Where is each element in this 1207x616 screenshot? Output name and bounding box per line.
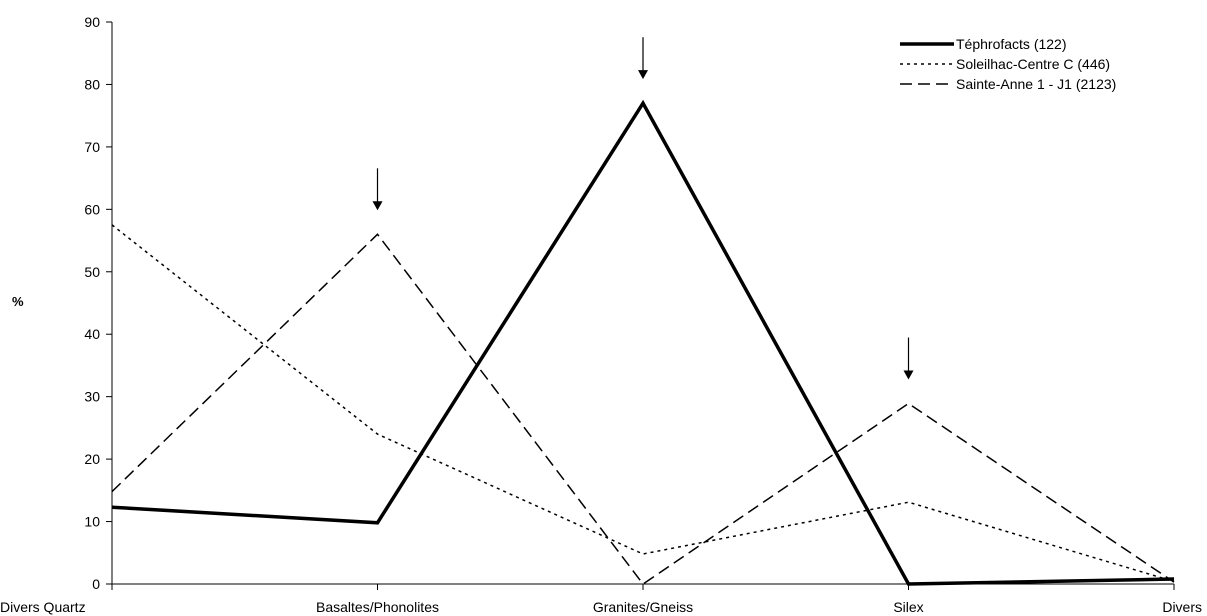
x-tick-label-basaltes-phonolites: Basaltes/Phonolites xyxy=(316,599,439,615)
data-point-sainte-anne-1-j1-2123-silex xyxy=(908,403,909,404)
data-point-t-phrofacts-122-silex xyxy=(908,584,909,585)
series-line-t-phrofacts-122 xyxy=(111,99,1175,586)
data-point-t-phrofacts-122-granites-gneiss xyxy=(643,103,644,104)
series-t-phrofacts-122 xyxy=(111,99,1175,586)
y-tick-label-80: 80 xyxy=(84,76,100,92)
y-tick-label-70: 70 xyxy=(84,139,100,155)
data-point-sainte-anne-1-j1-2123-divers-quartz xyxy=(112,491,113,492)
series-sainte-anne-1-j1-2123 xyxy=(111,233,1175,586)
x-tick-label-granites-gneiss: Granites/Gneiss xyxy=(593,599,693,615)
data-point-sainte-anne-1-j1-2123-basaltes-phonolites xyxy=(377,234,378,235)
x-tick-label-divers: Divers xyxy=(1162,599,1202,615)
series-soleilhac-centre-c-446 xyxy=(111,224,1175,583)
legend-label: Téphrofacts (122) xyxy=(956,36,1067,52)
x-axis-ticks: Divers Quartz Basaltes/Phonolites Granites… xyxy=(0,584,1202,615)
data-point-soleilhac-centre-c-446-granites-gneiss xyxy=(643,554,644,555)
data-point-sainte-anne-1-j1-2123-granites-gneiss xyxy=(643,584,644,585)
arrow-annotation-silex xyxy=(903,337,914,380)
data-point-soleilhac-centre-c-446-basaltes-phonolites xyxy=(377,434,378,435)
y-tick-label-20: 20 xyxy=(84,451,100,467)
data-point-t-phrofacts-122-divers-quartz xyxy=(112,507,113,508)
series-line-sainte-anne-1-j1-2123 xyxy=(111,233,1175,586)
data-point-sainte-anne-1-j1-2123-divers xyxy=(1174,582,1175,583)
x-tick-label-silex: Silex xyxy=(893,599,923,615)
y-tick-label-90: 90 xyxy=(84,14,100,30)
data-point-t-phrofacts-122-basaltes-phonolites xyxy=(377,522,378,523)
arrow-head xyxy=(903,370,914,380)
y-tick-label-30: 30 xyxy=(84,389,100,405)
annotation-arrows xyxy=(372,37,914,380)
legend-item-sainte-anne-1-j1-2123: Sainte-Anne 1 - J1 (2123) xyxy=(900,76,1116,92)
y-axis-label: % xyxy=(12,294,24,309)
legend-item-t-phrofacts-122: Téphrofacts (122) xyxy=(900,36,1067,52)
y-tick-label-40: 40 xyxy=(84,326,100,342)
y-axis-ticks: 0 10 20 30 40 50 60 70 80 90 xyxy=(84,14,112,592)
data-point-soleilhac-centre-c-446-divers-quartz xyxy=(112,224,113,225)
data-point-soleilhac-centre-c-446-silex xyxy=(908,502,909,503)
arrow-head xyxy=(638,70,648,80)
y-tick-label-60: 60 xyxy=(84,201,100,217)
data-point-t-phrofacts-122-divers xyxy=(1174,579,1175,580)
legend-label: Soleilhac-Centre C (446) xyxy=(956,56,1110,72)
arrow-annotation-basaltes-phonolites xyxy=(372,168,383,211)
legend-item-soleilhac-centre-c-446: Soleilhac-Centre C (446) xyxy=(900,56,1110,72)
arrow-annotation-granites-gneiss xyxy=(638,37,648,80)
legend-label: Sainte-Anne 1 - J1 (2123) xyxy=(956,76,1116,92)
x-tick-label-divers-quartz: Divers Quartz xyxy=(0,599,86,615)
arrow-head xyxy=(372,201,383,211)
y-tick-label-0: 0 xyxy=(92,576,100,592)
legend: Téphrofacts (122) Soleilhac-Centre C (446… xyxy=(900,36,1116,92)
series-lines xyxy=(111,99,1175,586)
series-line-soleilhac-centre-c-446 xyxy=(111,224,1175,583)
y-tick-label-10: 10 xyxy=(84,514,100,530)
y-tick-label-50: 50 xyxy=(84,264,100,280)
